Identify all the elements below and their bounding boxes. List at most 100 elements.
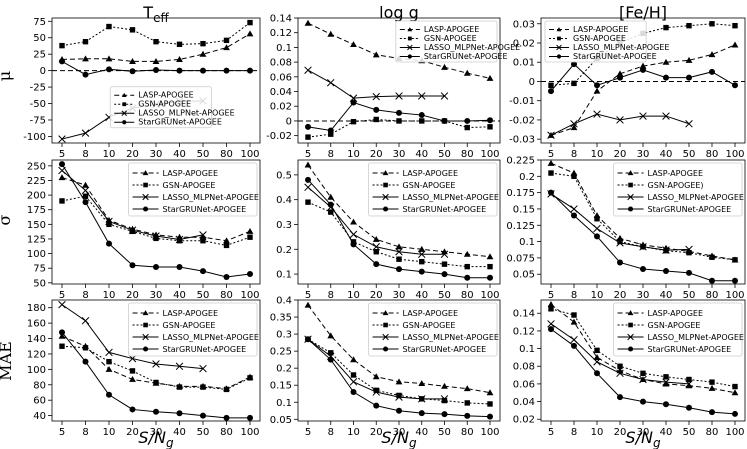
panel-r2c2-series-stargrunet-apogee-point bbox=[640, 398, 646, 405]
panel-r2c2-legend-box bbox=[613, 302, 743, 357]
panel-r0c0: 75 50 25 0 -25 -50 -75 -100 5 8 10 20 30 40 50 80 100 LAS… bbox=[23, 17, 261, 160]
panel-r1c0-series-lasp-apogee-point bbox=[105, 216, 113, 223]
panel-r2c0-series-stargrunet-apogee-point bbox=[200, 412, 206, 419]
panel-r0c1-xtick-label: 30 bbox=[393, 149, 406, 160]
panel-r2c2-legend-label-lasp-apogee: LASP-APOGEE bbox=[648, 309, 703, 318]
panel-r2c2-legend-marker-gsn-apogee bbox=[628, 322, 633, 328]
panel-r2c1-series-stargrunet-apogee-point bbox=[396, 407, 402, 414]
panel-r2c1-ytick-label: 0.05 bbox=[270, 415, 292, 426]
panel-r1c0-series-gsn-apogee-point bbox=[59, 198, 65, 204]
panel-r0c2-xtick-label: 8 bbox=[571, 149, 577, 160]
panel-r2c1-series-stargrunet-apogee-point bbox=[418, 410, 425, 417]
panel-r0c0-xtick-label: 8 bbox=[82, 149, 88, 160]
panel-r2c0-series-stargrunet-apogee-point bbox=[223, 414, 230, 421]
panel-r0c0-series-stargrunet-apogee-point bbox=[223, 67, 230, 74]
panel-r0c2-ytick-label: -0.03 bbox=[509, 135, 535, 146]
panel-r2c0-series-gsn-apogee-point bbox=[200, 384, 206, 390]
panel-r1c0-series-lasso-mlpnet-apogee-point bbox=[152, 232, 160, 240]
panel-r1c2-series-gsn-apogee-point bbox=[709, 254, 715, 260]
panel-r0c0-series-lasso-mlpnet-apogee-point bbox=[58, 135, 66, 143]
panel-r1c1-xtick-label: 80 bbox=[461, 290, 474, 301]
panel-r0c2-series-stargrunet-apogee-point bbox=[663, 74, 669, 81]
panel-r1c2-xtick-label: 40 bbox=[660, 290, 673, 301]
row-label-mu: μ bbox=[0, 71, 14, 81]
panel-r1c1-ytick-label: 0.3 bbox=[276, 220, 292, 231]
panel-r0c1-series-lasso-mlpnet-apogee-point bbox=[440, 92, 449, 100]
panel-r2c2-legend: LASP-APOGEE GSN-APOGEE LASSO_MLPNet-APOGEE… bbox=[613, 302, 744, 357]
panel-r1c2-series-stargrunet-apogee-point bbox=[686, 269, 692, 276]
panel-r2c0-ytick-label: 120 bbox=[27, 349, 46, 360]
panel-r2c1-ytick-label: 0.3 bbox=[276, 330, 292, 341]
panel-r0c0-legend-marker-stargrunet-apogee bbox=[122, 120, 127, 125]
panel-r1c1-series-gsn-apogee-point bbox=[305, 199, 311, 205]
panel-r1c2-ytick-label: 0.075 bbox=[506, 253, 535, 264]
panel-r0c2-series-stargrunet-apogee-point bbox=[709, 68, 715, 75]
panel-r2c0-legend-box bbox=[128, 302, 258, 357]
panel-r1c0-legend: LASP-APOGEE GSN-APOGEE LASSO_MLPNet-APOGEE… bbox=[128, 162, 259, 217]
panel-r0c2-series-lasp-apogee-point bbox=[593, 87, 601, 94]
panel-r1c2-ytick-label: 0.2 bbox=[519, 172, 535, 183]
panel-r1c2-series-stargrunet-apogee-point bbox=[548, 189, 554, 196]
panel-r1c0-ytick-label: 125 bbox=[27, 234, 46, 245]
panel-r1c2-series-lasso-mlpnet-apogee-point bbox=[593, 224, 601, 233]
panel-r2c2-legend-marker-lasso-mlpnet-apogee bbox=[627, 333, 634, 341]
panel-r1c1-ytick-label: 0.4 bbox=[276, 195, 292, 206]
panel-r2c0-series-lasp-apogee-point bbox=[129, 375, 136, 382]
panel-r1c2: 0.225 0.2 0.175 0.15 0.125 0.1 0.075 0.05 5 8 10 20… bbox=[506, 156, 746, 301]
panel-r2c0-series-lasp-apogee-point bbox=[58, 332, 66, 339]
panel-r2c1-series-stargrunet-apogee-point bbox=[305, 336, 311, 343]
panel-r0c1-series-stargrunet-apogee-line bbox=[307, 101, 491, 132]
panel-r0c0-series-lasp-apogee-point bbox=[199, 50, 207, 57]
panel-r2c0-series-gsn-apogee-point bbox=[106, 358, 112, 365]
panel-r1c0-legend-box bbox=[128, 162, 258, 217]
panel-r2c2-xtick-label: 10 bbox=[591, 427, 604, 438]
panel-r1c2-legend-marker-lasso-mlpnet-apogee bbox=[627, 193, 634, 201]
panel-r2c0-series-gsn-apogee-line bbox=[61, 345, 251, 390]
panel-r2c0-legend-marker-lasp-apogee bbox=[142, 310, 149, 316]
panel-r2c2-series-gsn-apogee-point bbox=[548, 306, 554, 312]
panel-r0c0-legend-box bbox=[109, 86, 212, 129]
panel-r1c1-legend-label-gsn-apogee: GSN-APOGEE bbox=[403, 181, 456, 190]
panel-r0c0-series-stargrunet-apogee-point bbox=[176, 67, 183, 74]
panel-r2c0-series-gsn-apogee-point bbox=[247, 375, 253, 381]
panel-r1c0-series-lasp-apogee-point bbox=[82, 181, 89, 188]
panel-r2c2-series-gsn-apogee-point bbox=[617, 363, 623, 369]
panel-r0c0-legend-label-lasso-mlpnet-apogee: LASSO_MLPNet-APOGEE bbox=[138, 109, 234, 118]
panel-r1c0-xtick-label: 40 bbox=[173, 290, 186, 301]
panel-r2c2-ytick-label: 0.04 bbox=[513, 397, 535, 408]
panel-r0c0-xtick-label: 80 bbox=[220, 149, 233, 160]
panel-r1c2-ytick-label: 0.225 bbox=[506, 156, 535, 167]
panel-r0c0-xtick-label: 100 bbox=[240, 149, 259, 160]
panel-r0c1-series-stargrunet-apogee-point bbox=[441, 117, 448, 124]
panel-r1c0-series-gsn-apogee-point bbox=[200, 238, 206, 244]
panel-r1c1-series-stargrunet-apogee-point bbox=[441, 271, 448, 278]
panel-r2c1-xtick-label: 5 bbox=[305, 427, 311, 438]
panel-r2c1-series-stargrunet-apogee-point bbox=[441, 411, 448, 418]
panel-r2c1-series-lasso-mlpnet-apogee-point bbox=[372, 388, 381, 396]
panel-r2c0-ytick-label: 160 bbox=[27, 319, 46, 330]
panel-r2c1-series-gsn-apogee-point bbox=[373, 387, 379, 394]
panel-r1c1-series-lasp-apogee-point bbox=[372, 235, 380, 242]
panel-r2c2-series-gsn-apogee-point bbox=[640, 370, 646, 377]
panel-r0c0-series-gsn-apogee-point bbox=[59, 42, 65, 49]
panel-r0c2-series-gsn-apogee-point bbox=[571, 80, 577, 87]
panel-r2c0-legend: LASP-APOGEE GSN-APOGEE LASSO_MLPNet-APOGEE… bbox=[128, 302, 259, 357]
panel-r1c1-series-lasp-apogee-line bbox=[307, 164, 491, 258]
panel-r1c1-series-lasso-mlpnet-apogee-point bbox=[349, 230, 358, 239]
figure-headers: Teff log g [Fe/H] μ σ MAE S/Ng S/Ng S/Ng bbox=[0, 3, 667, 449]
panel-r0c1-series-gsn-apogee-point bbox=[487, 124, 493, 130]
x-axis-label-col2: S/Ng bbox=[381, 428, 417, 449]
panel-r2c0: 180 160 140 120 100 80 60 40 5 8 10 20 30 40 50 80 100 LA… bbox=[27, 299, 261, 438]
panel-r2c0-ytick-label: 40 bbox=[33, 411, 46, 422]
panel-r0c0-ytick-label: 50 bbox=[33, 33, 46, 44]
panel-r1c0-series-lasp-apogee-point bbox=[246, 227, 254, 234]
panel-r1c2-ytick-label: 0.1 bbox=[519, 237, 535, 248]
panel-r0c2-series-stargrunet-apogee-point bbox=[548, 88, 554, 95]
panel-r0c1-xtick-label: 50 bbox=[438, 149, 451, 160]
panel-r2c2-legend-marker-stargrunet-apogee bbox=[628, 346, 634, 352]
panel-r2c1-series-lasp-apogee-point bbox=[463, 385, 471, 392]
panel-r0c0-series-gsn-apogee-point bbox=[200, 40, 206, 47]
panel-r2c0-xtick-label: 80 bbox=[220, 427, 233, 438]
panel-r2c0-legend-label-lasp-apogee: LASP-APOGEE bbox=[163, 309, 218, 318]
